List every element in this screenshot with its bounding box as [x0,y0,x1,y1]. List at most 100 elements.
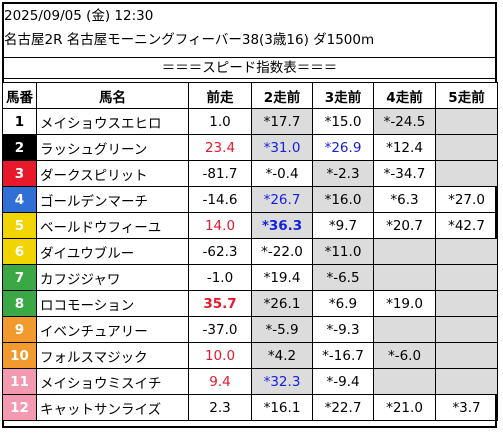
index-cell-4: *-34.7 [373,160,436,187]
horse-number: 11 [2,368,37,395]
index-cell-4 [373,368,436,395]
horse-name: ダイユウブルー [36,238,189,265]
table-row: 4 ゴールデンマーチ -14.6 *26.7 *16.0 *6.3 *27.0 [2,186,498,213]
index-cell-4: *19.0 [373,290,436,317]
col-header-prev1: 前走 [188,82,252,109]
index-cell-2: *32.3 [251,368,313,395]
index-cell-3: *16.0 [312,186,374,213]
col-header-prev4: 4走前 [373,82,436,109]
index-cell-5: *27.0 [435,186,498,213]
index-cell-3: *22.7 [312,394,374,421]
index-cell-5: *3.7 [435,394,498,421]
horse-name: ベールドウフィーユ [36,212,189,239]
table-row: 6 ダイユウブルー -62.3 *-22.0 *11.0 [2,238,498,265]
index-cell-3: *26.9 [312,134,374,161]
table-row: 9 イベンチュアリー -37.0 *-5.9 *-9.3 [2,316,498,343]
horse-name: ラッシュグリーン [36,134,189,161]
table-row: 10 フォルスマジック 10.0 *4.2 *-16.7 *-6.0 [2,342,498,369]
index-cell-3: *15.0 [312,108,374,135]
index-cell-4: *-6.0 [373,342,436,369]
index-cell-5 [435,290,498,317]
table-row: 12 キャットサンライズ 2.3 *16.1 *22.7 *21.0 *3.7 [2,394,498,421]
index-cell-1: -1.0 [188,264,252,291]
table-row: 5 ベールドウフィーユ 14.0 *36.3 *9.7 *20.7 *42.7 [2,212,498,239]
table-row: 3 ダークスピリット -81.7 *-0.4 *-2.3 *-34.7 [2,160,498,187]
index-cell-3: *6.9 [312,290,374,317]
index-cell-4: *6.3 [373,186,436,213]
index-cell-2: *19.4 [251,264,313,291]
horse-number: 12 [2,394,37,421]
index-cell-2: *4.2 [251,342,313,369]
col-header-prev2: 2走前 [251,82,313,109]
index-cell-5 [435,368,498,395]
col-header-name: 馬名 [36,82,189,109]
horse-name: フォルスマジック [36,342,189,369]
race-datetime: 2025/09/05 (金) 12:30 [4,8,154,24]
index-cell-1: -62.3 [188,238,252,265]
index-cell-4 [373,238,436,265]
horse-number: 6 [2,238,37,265]
horse-number: 8 [2,290,37,317]
index-cell-1: 1.0 [188,108,252,135]
table-row: 8 ロコモーション 35.7 *26.1 *6.9 *19.0 [2,290,498,317]
index-cell-2: *-5.9 [251,316,313,343]
horse-number: 5 [2,212,37,239]
index-cell-2: *36.3 [251,212,313,239]
header-row: 馬番 馬名 前走 2走前 3走前 4走前 5走前 [2,82,498,109]
horse-name: カフジジャワ [36,264,189,291]
index-cell-2: *31.0 [251,134,313,161]
index-cell-1: 14.0 [188,212,252,239]
index-cell-2: *-0.4 [251,160,313,187]
index-cell-1: 35.7 [188,290,252,317]
horse-name: ゴールデンマーチ [36,186,189,213]
horse-name: キャットサンライズ [36,394,189,421]
horse-number: 9 [2,316,37,343]
index-cell-5 [435,264,498,291]
index-cell-3: *9.7 [312,212,374,239]
horse-name: イベンチュアリー [36,316,189,343]
index-cell-1: -81.7 [188,160,252,187]
index-cell-5 [435,316,498,343]
index-cell-5 [435,342,498,369]
speed-index-table: 馬番 馬名 前走 2走前 3走前 4走前 5走前 1 メイショウスエヒロ 1.0 *1… [2,82,498,421]
index-cell-5 [435,134,498,161]
index-cell-3: *-16.7 [312,342,374,369]
index-cell-1: 23.4 [188,134,252,161]
table-row: 2 ラッシュグリーン 23.4 *31.0 *26.9 *12.4 [2,134,498,161]
index-cell-4: *20.7 [373,212,436,239]
index-cell-4: *21.0 [373,394,436,421]
col-header-prev5: 5走前 [435,82,498,109]
horse-name: ロコモーション [36,290,189,317]
index-cell-4: *12.4 [373,134,436,161]
index-cell-5 [435,108,498,135]
index-cell-1: 2.3 [188,394,252,421]
index-cell-2: *26.1 [251,290,313,317]
horse-name: メイショウミスイチ [36,368,189,395]
index-cell-2: *17.7 [251,108,313,135]
table-row: 1 メイショウスエヒロ 1.0 *17.7 *15.0 *-24.5 [2,108,498,135]
horse-name: ダークスピリット [36,160,189,187]
index-cell-3: *-9.4 [312,368,374,395]
col-header-prev3: 3走前 [312,82,374,109]
index-cell-5: *42.7 [435,212,498,239]
horse-number: 7 [2,264,37,291]
horse-number: 3 [2,160,37,187]
index-cell-3: *-6.5 [312,264,374,291]
index-cell-2: *26.7 [251,186,313,213]
horse-number: 4 [2,186,37,213]
index-cell-5 [435,160,498,187]
index-cell-3: *11.0 [312,238,374,265]
index-cell-4 [373,316,436,343]
index-cell-2: *16.1 [251,394,313,421]
index-cell-1: 9.4 [188,368,252,395]
table-row: 7 カフジジャワ -1.0 *19.4 *-6.5 [2,264,498,291]
index-cell-1: -14.6 [188,186,252,213]
table-title: ＝＝＝スピード指数表＝＝＝ [2,57,497,79]
table-row: 11 メイショウミスイチ 9.4 *32.3 *-9.4 [2,368,498,395]
horse-number: 2 [2,134,37,161]
horse-number: 1 [2,108,37,135]
horse-name: メイショウスエヒロ [36,108,189,135]
index-cell-3: *-9.3 [312,316,374,343]
index-cell-5 [435,238,498,265]
index-cell-4 [373,264,436,291]
